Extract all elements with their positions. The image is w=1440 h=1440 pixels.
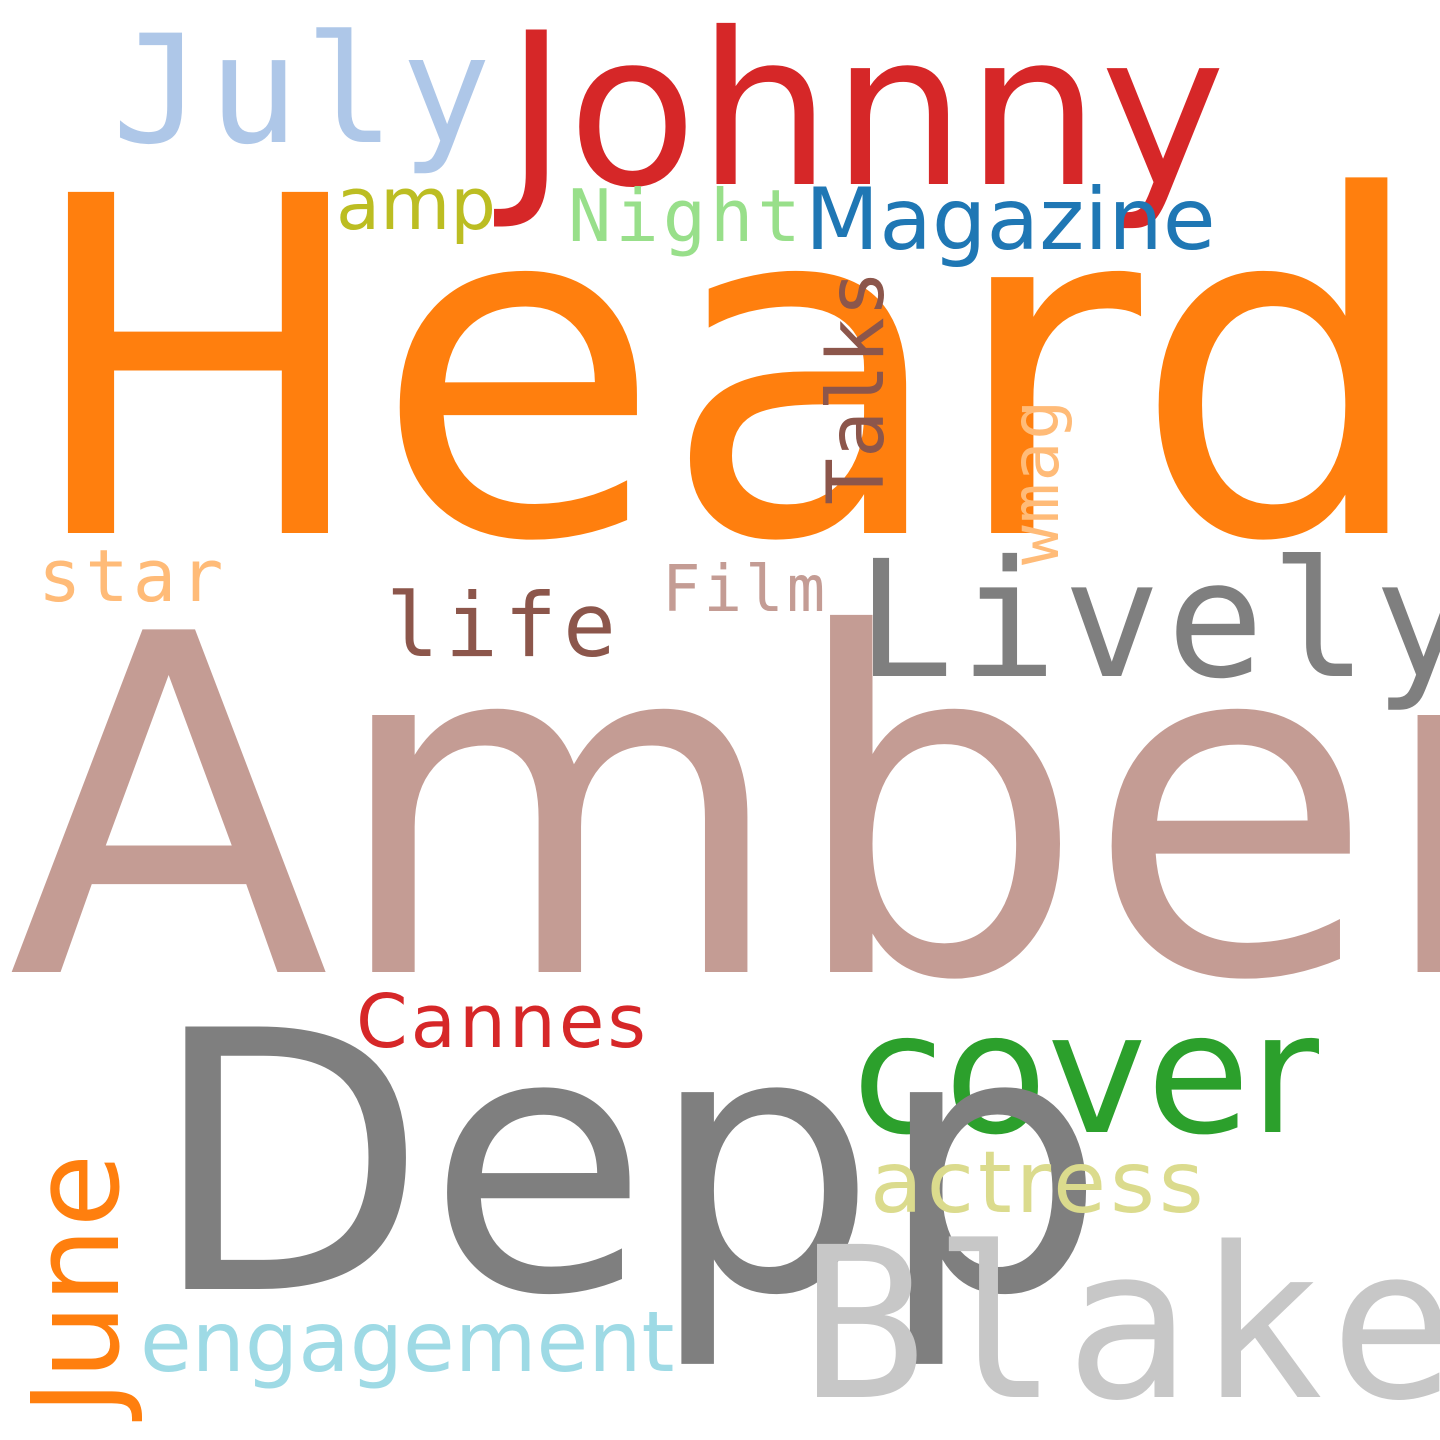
word-blake: Blake bbox=[800, 1202, 1440, 1440]
word-magazine: Magazine bbox=[805, 170, 1216, 270]
word-film: Film bbox=[662, 553, 829, 627]
word-night: Night bbox=[568, 174, 805, 258]
word-amp: amp bbox=[336, 162, 496, 246]
word-life: life bbox=[386, 574, 622, 677]
word-actress: actress bbox=[870, 1133, 1208, 1233]
word-heard: Heard bbox=[22, 100, 1430, 644]
word-star: star bbox=[38, 534, 228, 618]
word-johnny: Johnny bbox=[505, 0, 1226, 234]
word-cover: cover bbox=[852, 976, 1320, 1172]
word-july: July bbox=[112, 4, 498, 178]
word-june: June bbox=[8, 1153, 147, 1415]
word-depp: Depp bbox=[150, 955, 1106, 1374]
word-engagement: engagement bbox=[140, 1293, 675, 1391]
word-cannes: Cannes bbox=[356, 979, 649, 1065]
word-amber: Amber bbox=[8, 536, 1440, 1083]
word-lively: Lively bbox=[856, 527, 1440, 715]
word-talks: Talks bbox=[812, 270, 902, 505]
